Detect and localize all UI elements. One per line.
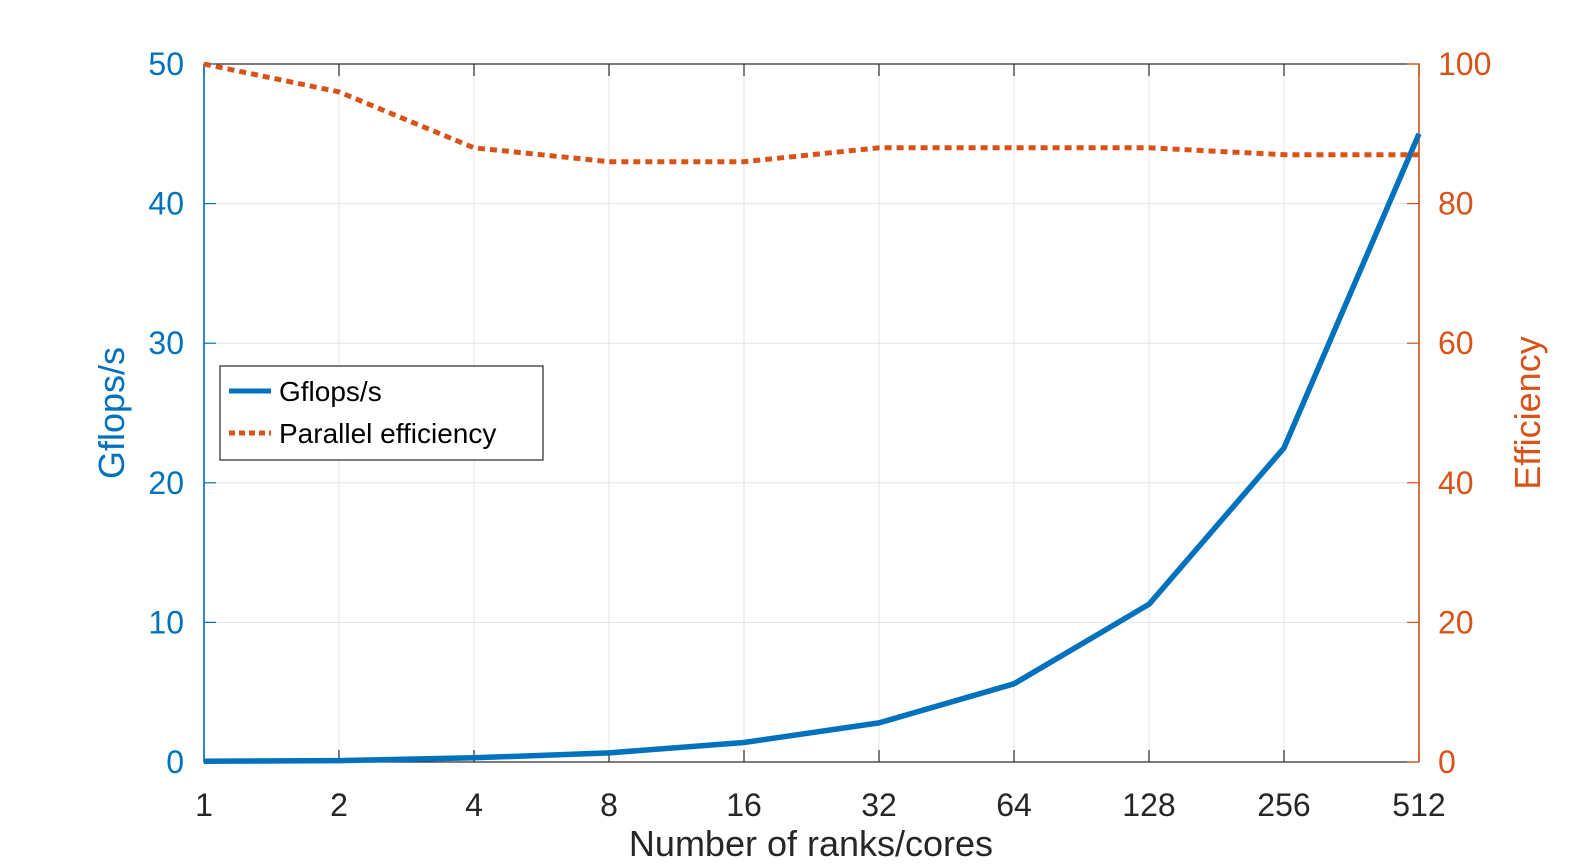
data-series — [203, 61, 1422, 765]
y-left-tick-label: 0 — [166, 744, 184, 780]
y-left-tick-label: 30 — [148, 325, 184, 361]
series-line-gflops — [203, 132, 1422, 765]
y-axis-left-title: Gflops/s — [91, 347, 132, 479]
x-tick-label: 1 — [195, 787, 213, 823]
y-right-tick-label: 40 — [1438, 465, 1474, 501]
y-right-tick-label: 0 — [1438, 744, 1456, 780]
y-axis-right-title: Efficiency — [1507, 336, 1548, 489]
x-tick-label: 2 — [330, 787, 348, 823]
y-right-tick-label: 100 — [1438, 46, 1491, 82]
y-right-tick-label: 20 — [1438, 604, 1474, 640]
x-tick-label: 4 — [465, 787, 483, 823]
y-left-tick-label: 10 — [148, 604, 184, 640]
tick-labels: 1 2 4 8 16 32 64 128 256 512 0 10 20 30 40 50 0 20 40 60 80 1… — [148, 46, 1491, 823]
y-left-tick-label: 50 — [148, 46, 184, 82]
y-left-tick-label: 40 — [148, 186, 184, 222]
legend: Gflops/s Parallel efficiency — [219, 365, 544, 461]
y-left-tick-label: 20 — [148, 465, 184, 501]
grid-lines — [204, 64, 1419, 762]
x-tick-label: 512 — [1392, 787, 1445, 823]
x-axis-title: Number of ranks/cores — [629, 823, 993, 864]
legend-label-parallel-efficiency: Parallel efficiency — [279, 418, 496, 449]
x-tick-label: 128 — [1122, 787, 1175, 823]
legend-box — [219, 365, 544, 461]
x-tick-label: 256 — [1257, 787, 1310, 823]
x-tick-label: 8 — [600, 787, 618, 823]
x-tick-label: 16 — [726, 787, 762, 823]
y-right-tick-label: 60 — [1438, 325, 1474, 361]
x-tick-label: 64 — [996, 787, 1032, 823]
x-tick-label: 32 — [861, 787, 897, 823]
series-line-parallel-efficiency — [203, 61, 1419, 165]
legend-label-gflops: Gflops/s — [279, 376, 382, 407]
y-right-tick-label: 80 — [1438, 186, 1474, 222]
